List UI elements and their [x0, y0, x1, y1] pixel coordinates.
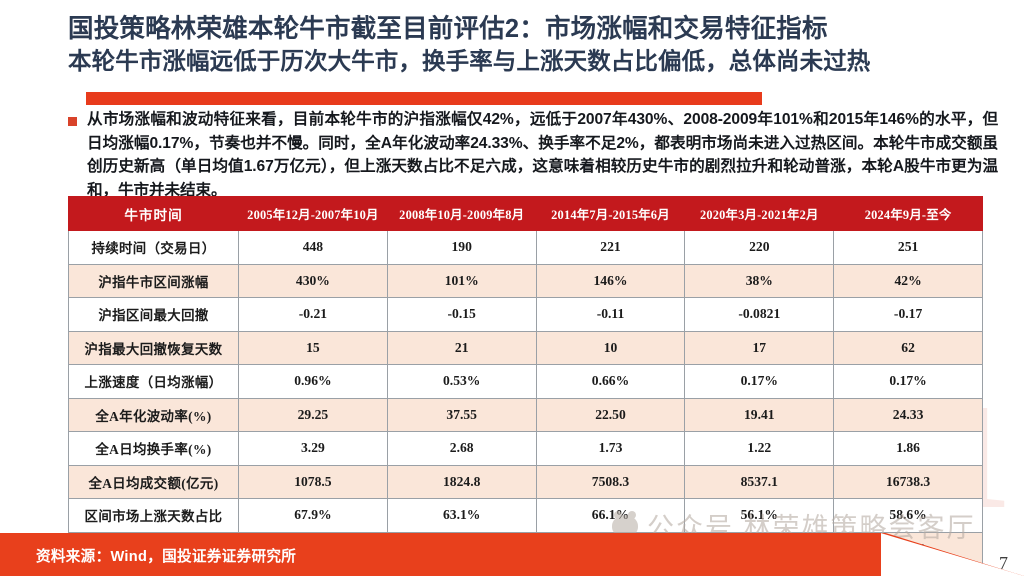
table-row: 沪指最大回撤恢复天数 15 21 10 17 62 [68, 330, 983, 365]
cell: 3.29 [238, 431, 388, 466]
cell: 24.33 [833, 397, 983, 432]
table-row: 全A日均换手率(%) 3.29 2.68 1.73 1.22 1.86 [68, 431, 983, 466]
cell: -0.21 [238, 297, 388, 332]
table-header-row: 牛市时间 2005年12月-2007年10月 2008年10月-2009年8月 … [68, 196, 983, 231]
cell: 430% [238, 263, 388, 298]
row-label: 上涨速度（日均涨幅） [68, 364, 239, 399]
footer-banner [0, 533, 1024, 576]
cell: 42% [833, 263, 983, 298]
cell: 29.25 [238, 397, 388, 432]
column-header-1: 2005年12月-2007年10月 [238, 196, 388, 231]
column-header-5: 2024年9月-至今 [833, 196, 983, 231]
row-label: 全A日均换手率(%) [68, 431, 239, 466]
row-label: 沪指牛市区间涨幅 [68, 263, 239, 298]
cell: 1.73 [535, 431, 686, 466]
cell: 58.6% [833, 498, 983, 533]
table-body: 持续时间（交易日） 448 190 221 220 251 沪指牛市区间涨幅 4… [68, 230, 983, 566]
cell: 67.9% [238, 498, 388, 533]
cell: 1.22 [684, 431, 835, 466]
column-header-3: 2014年7月-2015年6月 [535, 196, 686, 231]
cell: 221 [535, 230, 686, 265]
cell: 17 [684, 330, 835, 365]
row-label: 持续时间（交易日） [68, 230, 239, 265]
title-subtitle: 本轮牛市涨幅远低于历次大牛市，换手率与上涨天数占比偏低，总体尚未过热 [68, 48, 871, 75]
cell: 0.17% [833, 364, 983, 399]
row-label: 沪指最大回撤恢复天数 [68, 330, 239, 365]
cell: 16738.3 [833, 464, 983, 499]
column-header-2: 2008年10月-2009年8月 [386, 196, 537, 231]
cell: 56.1% [684, 498, 835, 533]
cell: 8537.1 [684, 464, 835, 499]
table-row: 沪指牛市区间涨幅 430% 101% 146% 38% 42% [68, 263, 983, 298]
cell: 190 [386, 230, 537, 265]
cell: -0.15 [386, 297, 537, 332]
cell: 448 [238, 230, 388, 265]
cell: 0.96% [238, 364, 388, 399]
title-divider [86, 92, 762, 105]
cell: 146% [535, 263, 686, 298]
summary-paragraph: 从市场涨幅和波动特征来看，目前本轮牛市的沪指涨幅仅42%，远低于2007年430… [87, 111, 998, 200]
page-title: 国投策略林荣雄本轮牛市截至目前评估2：市场涨幅和交易特征指标 本轮牛市涨幅远低于… [68, 14, 1004, 76]
table-row: 全A年化波动率(%) 29.25 37.55 22.50 19.41 24.33 [68, 397, 983, 432]
summary-paragraph-block: 从市场涨幅和波动特征来看，目前本轮牛市的沪指涨幅仅42%，远低于2007年430… [68, 108, 998, 203]
cell: 15 [238, 330, 388, 365]
cell: 0.53% [386, 364, 537, 399]
page-number: 7 [999, 553, 1008, 573]
metrics-table-container: 牛市时间 2005年12月-2007年10月 2008年10月-2009年8月 … [68, 196, 983, 566]
column-header-4: 2020年3月-2021年2月 [684, 196, 835, 231]
row-label: 全A日均成交额(亿元) [68, 464, 239, 499]
table-row: 持续时间（交易日） 448 190 221 220 251 [68, 230, 983, 265]
cell: 101% [386, 263, 537, 298]
cell: 38% [684, 263, 835, 298]
cell: 63.1% [386, 498, 537, 533]
cell: 66.1% [535, 498, 686, 533]
cell: 21 [386, 330, 537, 365]
cell: 22.50 [535, 397, 686, 432]
cell: 220 [684, 230, 835, 265]
cell: 7508.3 [535, 464, 686, 499]
cell: -0.17 [833, 297, 983, 332]
row-label: 沪指区间最大回撤 [68, 297, 239, 332]
bullet-square-icon [68, 117, 77, 126]
table-head: 牛市时间 2005年12月-2007年10月 2008年10月-2009年8月 … [68, 196, 983, 231]
cell: 10 [535, 330, 686, 365]
table-row: 沪指区间最大回撤 -0.21 -0.15 -0.11 -0.0821 -0.17 [68, 297, 983, 332]
table-row: 上涨速度（日均涨幅） 0.96% 0.53% 0.66% 0.17% 0.17% [68, 364, 983, 399]
source-note: 资料来源：Wind，国投证券证券研究所 [36, 549, 297, 565]
cell: 37.55 [386, 397, 537, 432]
cell: 1078.5 [238, 464, 388, 499]
row-label: 全A年化波动率(%) [68, 397, 239, 432]
cell: 0.17% [684, 364, 835, 399]
column-header-0: 牛市时间 [68, 196, 239, 231]
footer: 资料来源：Wind，国投证券证券研究所 7 [0, 533, 1024, 576]
cell: 62 [833, 330, 983, 365]
cell: 0.66% [535, 364, 686, 399]
row-label: 区间市场上涨天数占比 [68, 498, 239, 533]
table-row: 区间市场上涨天数占比 67.9% 63.1% 66.1% 56.1% 58.6% [68, 498, 983, 533]
cell: 1824.8 [386, 464, 537, 499]
metrics-table: 牛市时间 2005年12月-2007年10月 2008年10月-2009年8月 … [68, 196, 983, 566]
title-primary: 国投策略林荣雄本轮牛市截至目前评估2：市场涨幅和交易特征指标 [68, 15, 828, 43]
cell: 251 [833, 230, 983, 265]
cell: 1.86 [833, 431, 983, 466]
cell: 19.41 [684, 397, 835, 432]
cell: -0.11 [535, 297, 686, 332]
cell: -0.0821 [684, 297, 835, 332]
table-row: 全A日均成交额(亿元) 1078.5 1824.8 7508.3 8537.1 … [68, 464, 983, 499]
cell: 2.68 [386, 431, 537, 466]
